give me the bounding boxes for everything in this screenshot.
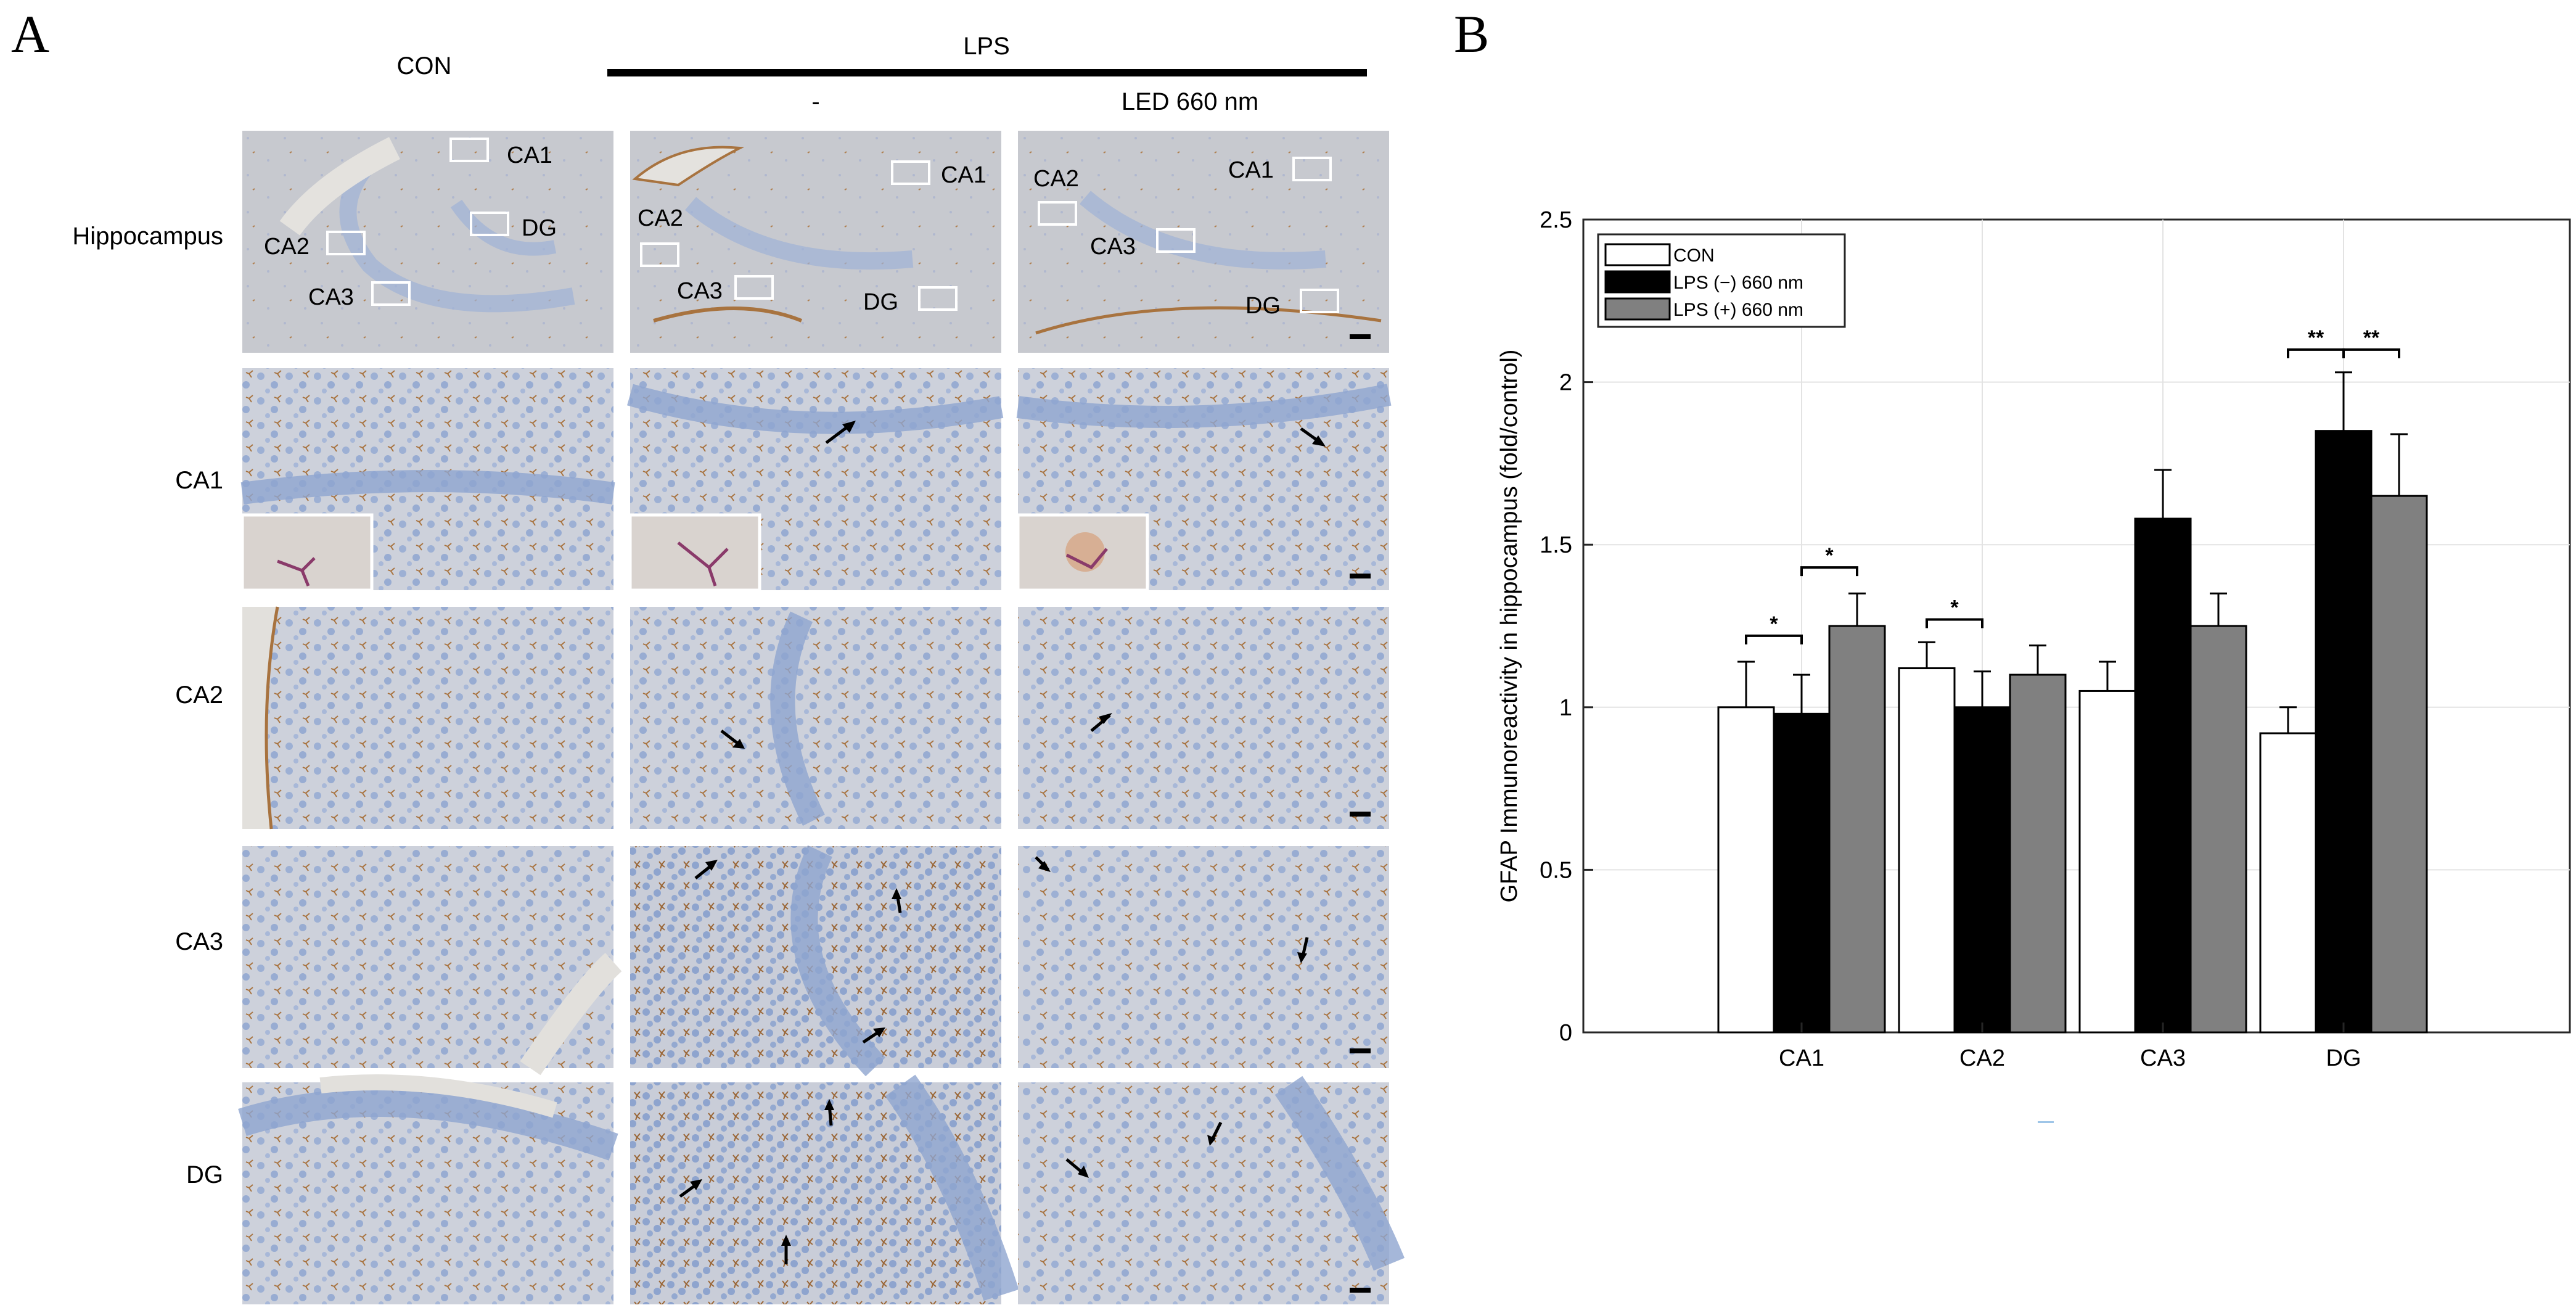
significance-label: **	[2363, 326, 2380, 350]
y-tick-label: 2	[1559, 370, 1572, 396]
header-lps: LPS	[963, 33, 1010, 60]
y-tick-label: 0.5	[1540, 857, 1572, 883]
y-tick-label: 1	[1559, 695, 1572, 721]
bar-dg-s1	[2315, 430, 2373, 1034]
x-tick-label: DG	[2326, 1045, 2361, 1071]
y-tick-label: 2.5	[1540, 207, 1572, 233]
y-tick-label: 0	[1559, 1020, 1572, 1046]
panel-b-letter: B	[1454, 4, 1489, 64]
bar-ca3-s2	[2189, 625, 2247, 1034]
label-ca1-led: CA1	[1228, 157, 1274, 183]
legend-swatch	[1604, 243, 1671, 266]
row-label-hippocampus: Hippocampus	[72, 223, 223, 250]
legend-label: LPS (−) 660 nm	[1673, 273, 1803, 293]
micrograph-hippocampus-lps: CA1 CA2 CA3 DG	[630, 131, 1001, 353]
row-label-dg: DG	[186, 1161, 223, 1188]
chart-x-axis: CA1 CA2 CA3 DG	[1779, 1023, 2361, 1071]
bar-ca1-s0	[1717, 706, 1775, 1034]
label-ca2-con: CA2	[264, 234, 310, 260]
x-tick-label: CA1	[1779, 1045, 1824, 1071]
bar-dg-s0	[2259, 732, 2317, 1034]
significance-label: *	[1950, 596, 1959, 619]
micrograph-dg-con	[238, 1074, 618, 1304]
micrograph-hippocampus-con: CA1 DG CA2 CA3	[242, 131, 613, 353]
significance-label: **	[2308, 326, 2324, 350]
significance-bracket	[1926, 618, 1983, 628]
label-dg-led: DG	[1245, 293, 1281, 319]
bar-ca2-s1	[1953, 706, 2011, 1034]
legend-label: CON	[1673, 245, 1715, 266]
x-tick-label: CA3	[2140, 1045, 2186, 1071]
legend-label: LPS (+) 660 nm	[1673, 300, 1803, 320]
bar-ca3-s0	[2078, 689, 2136, 1034]
chart-legend: CON LPS (−) 660 nm LPS (+) 660 nm	[1597, 233, 1846, 328]
micrograph-ca1-con	[240, 368, 615, 592]
chart-bars	[1717, 371, 2428, 1034]
label-dg-con: DG	[522, 215, 557, 241]
micrograph-ca3-con	[242, 846, 622, 1076]
row-label-ca3: CA3	[175, 928, 223, 955]
micrograph-ca2-lps	[630, 607, 1001, 829]
micrograph-ca2-led	[1018, 607, 1389, 829]
bar-ca1-s2	[1828, 625, 1886, 1034]
significance-label: *	[1825, 544, 1834, 567]
y-tick-label: 1.5	[1540, 532, 1572, 558]
bar-ca2-s2	[2009, 673, 2067, 1034]
lps-bracket-line	[607, 69, 1367, 76]
header-led: LED 660 nm	[1122, 88, 1258, 115]
significance-label: *	[1770, 612, 1778, 636]
micrograph-dg-led	[1018, 1076, 1405, 1304]
legend-swatch	[1604, 270, 1671, 294]
header-untreated: -	[811, 88, 819, 115]
legend-swatch	[1604, 297, 1671, 321]
panel-a-letter: A	[11, 4, 49, 64]
micrograph-ca3-lps	[630, 845, 1001, 1077]
micrograph-ca3-led	[1018, 846, 1389, 1068]
micrograph-ca2-con	[242, 606, 613, 829]
row-label-ca2: CA2	[175, 681, 223, 709]
label-ca1-con: CA1	[507, 142, 552, 168]
x-tick-label: CA2	[1959, 1045, 2005, 1071]
chart-significance: ***** **	[1745, 326, 2400, 644]
significance-bracket	[2342, 348, 2400, 358]
label-ca3-con: CA3	[308, 284, 354, 310]
label-ca2-lps: CA2	[638, 205, 683, 231]
micrograph-dg-lps	[630, 1074, 1019, 1304]
label-ca2-led: CA2	[1033, 166, 1079, 192]
micrograph-ca1-lps	[627, 368, 1004, 592]
bar-ca1-s1	[1773, 712, 1831, 1034]
stray-mark	[2038, 1121, 2054, 1123]
label-ca1-lps: CA1	[941, 162, 987, 188]
micrograph-ca1-led	[1016, 368, 1392, 592]
gfap-bar-chart: 00.511.522.5 CA1 CA2 CA3 DG ***** ** GFAP Im…	[1496, 207, 2571, 1071]
bar-dg-s2	[2370, 495, 2428, 1034]
chart-y-axis-label: GFAP Immunoreactivity in hippocampus (fo…	[1496, 350, 1522, 903]
chart-y-axis: 0 0.5 1 1.5 2 2.5	[1540, 207, 1593, 1046]
label-ca3-lps: CA3	[677, 278, 723, 304]
significance-bracket	[1800, 566, 1858, 577]
row-label-ca1: CA1	[175, 467, 223, 494]
micrograph-hippocampus-led: CA2 CA1 CA3 DG	[1018, 131, 1389, 353]
header-con: CON	[397, 52, 452, 80]
label-dg-lps: DG	[863, 289, 898, 315]
label-ca3-led: CA3	[1090, 234, 1136, 260]
significance-bracket	[1745, 634, 1803, 644]
bar-ca2-s0	[1898, 667, 1956, 1034]
bar-ca3-s1	[2134, 517, 2192, 1034]
